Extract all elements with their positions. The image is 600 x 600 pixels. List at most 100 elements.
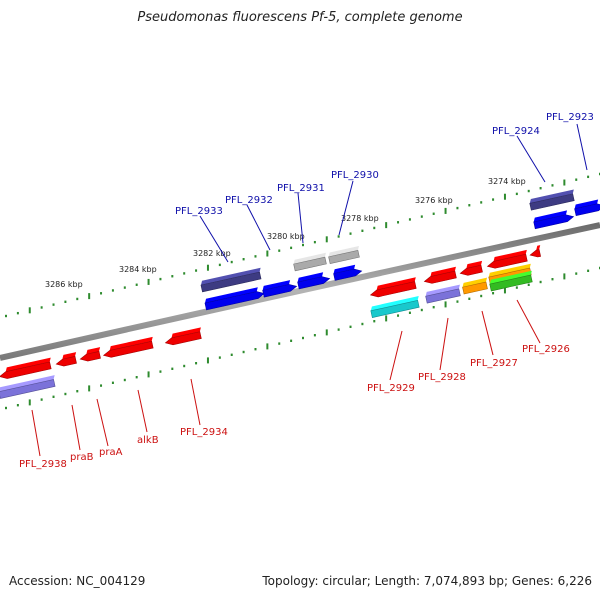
gene-pfl-2924-bevel xyxy=(533,210,568,222)
gene-pfl-2926-shadow-bevel xyxy=(488,263,531,278)
gene-pfl-2930-shadow[interactable] xyxy=(328,245,362,265)
gene-pfl-2934-bevel xyxy=(171,327,201,338)
gene-label-pfl-2934[interactable]: PFL_2934 xyxy=(180,427,228,438)
gene-alkb[interactable] xyxy=(102,336,155,359)
gene-pfl-2933[interactable] xyxy=(204,286,265,311)
genome-backbone xyxy=(0,222,600,361)
gene-label-pfl-2931[interactable]: PFL_2931 xyxy=(277,183,325,194)
gene-pfl-2930-shadow-body xyxy=(328,249,360,265)
gene-pfl-2924-body xyxy=(533,214,575,230)
gene-pfl-2928-shadow[interactable] xyxy=(425,284,463,304)
gene-label-alkb[interactable]: alkB xyxy=(137,435,159,446)
gene-pfl-2929[interactable] xyxy=(369,277,418,298)
gene-pfl-2929-shadow-body xyxy=(370,300,420,318)
gene-pfl-2933-shadow-bevel xyxy=(200,267,261,286)
label-leader-lines xyxy=(31,123,588,457)
gene-pfl-2926-body xyxy=(486,253,528,269)
gene-pfl-2924[interactable] xyxy=(533,209,575,230)
gene-pfl-2933-bevel xyxy=(204,287,258,304)
gene-pfl-2930-shadow-bevel xyxy=(328,245,359,257)
gene-label-praa[interactable]: praA xyxy=(99,447,123,458)
gene-pfl-2930-body xyxy=(333,268,363,281)
gene-pfl-2929-shadow[interactable] xyxy=(370,296,421,318)
gene-pfl-2925[interactable] xyxy=(528,245,542,258)
gene-pfl-2932[interactable] xyxy=(262,279,298,298)
accession-text: Accession: NC_004129 xyxy=(9,574,146,588)
gene-pfl-2926-shadow-2[interactable] xyxy=(489,270,534,292)
gene-pfl-2927-bevel xyxy=(466,260,483,269)
gene-pfl-2923-bevel xyxy=(574,199,599,209)
gene-pfl-2928[interactable] xyxy=(423,266,459,285)
gene-praa-bevel xyxy=(86,347,101,355)
gene-pfl-2927[interactable] xyxy=(459,260,485,277)
gene-pfl-2929-bevel xyxy=(376,277,416,291)
gene-pfl-2926-shadow-2-body xyxy=(489,274,533,292)
gene-pfl-2932-body xyxy=(262,284,298,298)
gene-prab[interactable] xyxy=(55,352,79,368)
gene-label-pfl-2923[interactable]: PFL_2923 xyxy=(546,112,594,123)
gene-label-pfl-2928[interactable]: PFL_2928 xyxy=(418,372,466,383)
gene-pfl-2927-shadow[interactable] xyxy=(462,277,490,295)
gene-pfl-2931-shadow-bevel xyxy=(293,252,326,265)
gene-pfl-2926-shadow-2-bevel xyxy=(489,270,532,285)
gene-pfl-2931-shadow[interactable] xyxy=(293,252,329,272)
gene-pfl-2928-shadow-bevel xyxy=(425,284,460,297)
ruler-label-3282: 3282 kbp xyxy=(193,249,231,258)
gene-pfl-2925-bevel xyxy=(536,245,541,251)
gene-prab-body xyxy=(55,356,77,367)
gene-pfl-2926[interactable] xyxy=(486,249,529,270)
ruler-label-3276: 3276 kbp xyxy=(415,196,453,205)
gene-praa-body xyxy=(79,351,101,362)
gene-pfl-2934[interactable] xyxy=(164,327,203,346)
gene-pfl-2928-body xyxy=(423,270,457,284)
gene-pfl-2938-shadow-bevel xyxy=(0,375,55,392)
gene-label-pfl-2927[interactable]: PFL_2927 xyxy=(470,358,518,369)
gene-alkb-bevel xyxy=(109,336,153,351)
gene-pfl-2927-shadow-body xyxy=(462,281,488,295)
gene-features xyxy=(0,189,600,399)
gene-pfl-2938-shadow-body xyxy=(0,379,56,399)
gene-label-pfl-2933[interactable]: PFL_2933 xyxy=(175,206,223,217)
ruler-ticks-inner xyxy=(5,266,600,410)
gene-pfl-2923[interactable] xyxy=(574,198,600,217)
gene-praa[interactable] xyxy=(79,347,103,363)
gene-pfl-2931[interactable] xyxy=(297,271,331,290)
gene-pfl-2930-bevel xyxy=(333,264,356,274)
gene-label-pfl-2929[interactable]: PFL_2929 xyxy=(367,383,415,394)
gene-prab-bevel xyxy=(62,352,77,360)
gene-pfl-2925-body xyxy=(529,249,541,258)
gene-pfl-2938[interactable] xyxy=(0,357,53,380)
gene-pfl-2938-shadow[interactable] xyxy=(0,375,57,399)
ruler-label-3274: 3274 kbp xyxy=(488,177,526,186)
gene-pfl-2931-bevel xyxy=(297,272,324,283)
gene-pfl-2929-shadow-bevel xyxy=(370,296,419,311)
genome-summary-text: Topology: circular; Length: 7,074,893 bp… xyxy=(262,574,592,588)
ruler-ticks-outer xyxy=(5,172,600,318)
gene-label-pfl-2930[interactable]: PFL_2930 xyxy=(331,170,379,181)
ruler-label-3286: 3286 kbp xyxy=(45,280,83,289)
gene-label-prab[interactable]: praB xyxy=(70,452,94,463)
gene-label-pfl-2938[interactable]: PFL_2938 xyxy=(19,459,67,470)
gene-pfl-2923-body xyxy=(574,203,600,217)
gene-alkb-body xyxy=(102,340,154,358)
gene-label-pfl-2926[interactable]: PFL_2926 xyxy=(522,344,570,355)
gene-pfl-2929-body xyxy=(369,281,417,298)
ruler-label-3278: 3278 kbp xyxy=(341,214,379,223)
gene-pfl-2930[interactable] xyxy=(333,264,363,281)
gene-pfl-2931-shadow-body xyxy=(293,256,327,272)
gene-pfl-2934-body xyxy=(164,331,202,346)
gene-pfl-2933-shadow-body xyxy=(200,271,262,293)
gene-pfl-2928-shadow-body xyxy=(425,288,461,304)
gene-label-pfl-2924[interactable]: PFL_2924 xyxy=(492,126,540,137)
gene-pfl-2932-bevel xyxy=(262,280,291,291)
gene-pfl-2933-body xyxy=(204,291,265,311)
gene-pfl-2927-body xyxy=(459,264,483,276)
gene-pfl-2924-shadow[interactable] xyxy=(529,189,576,211)
map-title: Pseudomonas fluorescens Pf-5, complete g… xyxy=(137,10,463,25)
gene-label-pfl-2932[interactable]: PFL_2932 xyxy=(225,195,273,206)
gene-pfl-2927-shadow-bevel xyxy=(462,277,488,288)
gene-pfl-2924-shadow-body xyxy=(529,193,575,211)
gene-pfl-2931-body xyxy=(297,276,331,290)
gene-pfl-2926-bevel xyxy=(493,249,527,262)
gene-pfl-2933-shadow[interactable] xyxy=(200,267,263,293)
